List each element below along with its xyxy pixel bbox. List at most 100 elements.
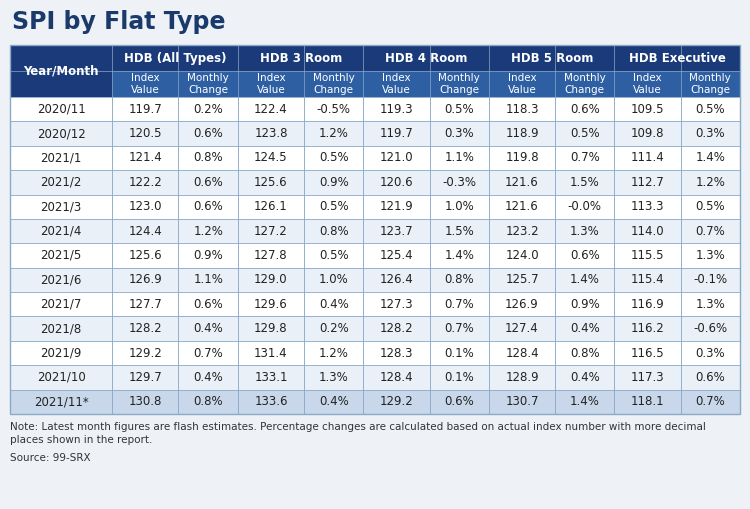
- Bar: [364, 170, 430, 194]
- Bar: [10, 170, 112, 194]
- Bar: [614, 170, 680, 194]
- Text: 0.7%: 0.7%: [695, 395, 725, 408]
- Bar: [238, 45, 364, 71]
- Bar: [680, 170, 740, 194]
- Bar: [112, 121, 178, 146]
- Text: 0.5%: 0.5%: [695, 200, 725, 213]
- Bar: [178, 97, 238, 121]
- Bar: [238, 243, 304, 268]
- Text: 120.5: 120.5: [129, 127, 162, 140]
- Text: Monthly
Change: Monthly Change: [689, 73, 731, 95]
- Text: Index
Value: Index Value: [508, 73, 536, 95]
- Bar: [364, 121, 430, 146]
- Text: 1.4%: 1.4%: [570, 395, 600, 408]
- Text: 124.0: 124.0: [506, 249, 538, 262]
- Bar: [680, 365, 740, 389]
- Text: 127.2: 127.2: [254, 224, 288, 238]
- Bar: [178, 341, 238, 365]
- Text: 109.8: 109.8: [631, 127, 664, 140]
- Text: 119.7: 119.7: [128, 103, 162, 116]
- Text: 0.6%: 0.6%: [570, 103, 600, 116]
- Text: 133.1: 133.1: [254, 371, 288, 384]
- Bar: [238, 71, 304, 97]
- Text: 121.0: 121.0: [380, 152, 413, 164]
- Text: 0.4%: 0.4%: [319, 395, 349, 408]
- Bar: [238, 292, 304, 317]
- Bar: [304, 194, 364, 219]
- Bar: [112, 317, 178, 341]
- Bar: [178, 121, 238, 146]
- Text: 2020/11: 2020/11: [37, 103, 86, 116]
- Text: 119.8: 119.8: [506, 152, 538, 164]
- Bar: [680, 146, 740, 170]
- Bar: [430, 389, 489, 414]
- Text: 121.9: 121.9: [380, 200, 413, 213]
- Bar: [304, 219, 364, 243]
- Text: 129.8: 129.8: [254, 322, 288, 335]
- Bar: [238, 219, 304, 243]
- Bar: [430, 341, 489, 365]
- Bar: [10, 317, 112, 341]
- Text: 112.7: 112.7: [631, 176, 664, 189]
- Bar: [680, 317, 740, 341]
- Bar: [430, 219, 489, 243]
- Bar: [178, 71, 238, 97]
- Bar: [614, 341, 680, 365]
- Text: 128.4: 128.4: [506, 347, 538, 359]
- Bar: [364, 317, 430, 341]
- Text: 0.6%: 0.6%: [695, 371, 725, 384]
- Text: 124.5: 124.5: [254, 152, 288, 164]
- Text: HDB 4 Room: HDB 4 Room: [385, 51, 467, 65]
- Text: 128.2: 128.2: [380, 322, 413, 335]
- Bar: [489, 45, 614, 71]
- Bar: [178, 194, 238, 219]
- Text: 127.4: 127.4: [505, 322, 538, 335]
- Text: 116.2: 116.2: [631, 322, 664, 335]
- Bar: [614, 268, 680, 292]
- Text: 115.4: 115.4: [631, 273, 664, 287]
- Text: 1.2%: 1.2%: [319, 127, 349, 140]
- Bar: [614, 146, 680, 170]
- Text: 0.5%: 0.5%: [445, 103, 474, 116]
- Text: 1.3%: 1.3%: [319, 371, 349, 384]
- Text: 0.5%: 0.5%: [319, 152, 349, 164]
- Bar: [364, 71, 430, 97]
- Text: Monthly
Change: Monthly Change: [438, 73, 480, 95]
- Text: Year/Month: Year/Month: [23, 65, 99, 77]
- Bar: [178, 317, 238, 341]
- Bar: [430, 365, 489, 389]
- Bar: [430, 121, 489, 146]
- Bar: [304, 292, 364, 317]
- Bar: [304, 268, 364, 292]
- Bar: [614, 365, 680, 389]
- Bar: [489, 389, 555, 414]
- Text: 129.6: 129.6: [254, 298, 288, 311]
- Text: 133.6: 133.6: [254, 395, 288, 408]
- Bar: [10, 219, 112, 243]
- Bar: [430, 268, 489, 292]
- Text: 126.4: 126.4: [380, 273, 413, 287]
- Text: 127.3: 127.3: [380, 298, 413, 311]
- Text: 1.0%: 1.0%: [319, 273, 349, 287]
- Bar: [10, 341, 112, 365]
- Bar: [178, 389, 238, 414]
- Bar: [304, 121, 364, 146]
- Bar: [680, 243, 740, 268]
- Text: 1.5%: 1.5%: [570, 176, 600, 189]
- Bar: [614, 243, 680, 268]
- Text: 0.3%: 0.3%: [445, 127, 474, 140]
- Text: 0.4%: 0.4%: [194, 371, 223, 384]
- Text: 109.5: 109.5: [631, 103, 664, 116]
- Text: 2021/7: 2021/7: [40, 298, 82, 311]
- Bar: [238, 317, 304, 341]
- Bar: [238, 170, 304, 194]
- Text: 131.4: 131.4: [254, 347, 288, 359]
- Bar: [614, 71, 680, 97]
- Text: 127.7: 127.7: [128, 298, 162, 311]
- Bar: [555, 194, 614, 219]
- Bar: [555, 71, 614, 97]
- Text: 0.8%: 0.8%: [319, 224, 349, 238]
- Bar: [430, 243, 489, 268]
- Text: 2021/5: 2021/5: [40, 249, 82, 262]
- Text: 0.4%: 0.4%: [319, 298, 349, 311]
